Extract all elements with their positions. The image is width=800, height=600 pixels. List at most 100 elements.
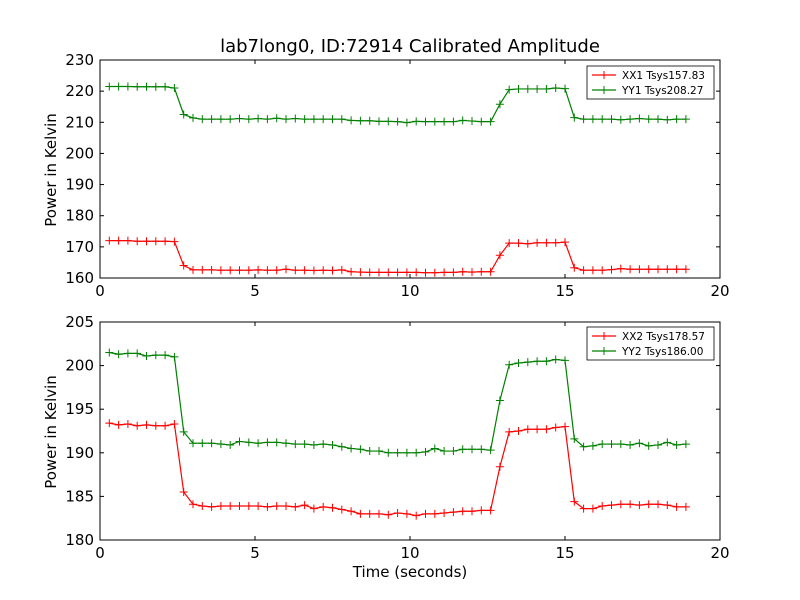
top-chart: lab7long0, ID:72914 Calibrated Amplitude… — [42, 36, 730, 300]
data-point — [440, 447, 449, 456]
data-point — [282, 439, 290, 448]
data-point — [244, 115, 253, 124]
data-point — [365, 447, 374, 456]
data-point — [189, 113, 197, 122]
data-point — [151, 421, 160, 430]
legend-item: XX2 Tsys178.57 — [592, 331, 705, 343]
y-tick-label: 185 — [65, 487, 94, 505]
data-point — [309, 440, 318, 449]
data-point — [626, 115, 635, 124]
data-point — [607, 115, 616, 124]
data-point — [226, 115, 235, 124]
data-point — [505, 360, 514, 369]
data-point — [607, 265, 616, 274]
data-point — [514, 427, 523, 435]
data-point — [198, 115, 207, 124]
x-tick-label: 20 — [710, 282, 729, 300]
series-2 — [105, 82, 690, 127]
data-point — [235, 114, 244, 123]
y-tick-label: 180 — [65, 207, 94, 225]
data-point — [263, 115, 272, 124]
data-point — [300, 266, 309, 275]
data-point — [672, 440, 681, 449]
data-point — [570, 263, 579, 272]
legend-label: YY1 Tsys208.27 — [621, 85, 703, 97]
data-point — [616, 440, 625, 449]
data-point — [393, 508, 402, 517]
data-point — [151, 237, 160, 246]
data-point — [170, 84, 179, 93]
y-tick-label: 220 — [65, 82, 94, 100]
data-point — [254, 114, 263, 123]
data-point — [468, 507, 476, 516]
data-point — [123, 420, 132, 429]
data-point — [672, 115, 681, 124]
data-point — [384, 117, 393, 126]
data-point — [347, 444, 356, 453]
data-point — [189, 439, 197, 448]
data-point — [663, 115, 672, 124]
data-point — [337, 115, 346, 124]
bottom-y-axis-label: Power in Kelvin — [42, 375, 60, 489]
legend-label: YY2 Tsys186.00 — [621, 346, 703, 358]
series-1 — [105, 419, 690, 520]
data-point — [356, 509, 365, 518]
data-point — [663, 438, 672, 447]
data-point — [458, 116, 467, 125]
data-point — [430, 117, 439, 126]
data-point — [105, 82, 114, 91]
data-point — [309, 504, 318, 513]
data-point — [421, 117, 430, 126]
top-y-axis-label: Power in Kelvin — [42, 113, 60, 227]
legend: XX2 Tsys178.57 YY2 Tsys186.00 — [586, 326, 715, 361]
data-point — [588, 504, 597, 513]
data-point — [523, 239, 532, 248]
series-1 — [105, 236, 690, 277]
data-point — [347, 267, 356, 276]
data-point — [495, 462, 504, 471]
data-point — [551, 355, 560, 364]
legend-box — [586, 65, 715, 100]
x-tick-label: 5 — [250, 282, 260, 300]
data-point — [616, 500, 625, 509]
data-point — [523, 84, 532, 93]
data-point — [151, 82, 160, 91]
data-point — [663, 265, 672, 274]
data-point — [105, 236, 114, 245]
data-point — [523, 425, 532, 434]
data-point — [644, 265, 653, 274]
data-point — [272, 266, 281, 275]
y-tick-label: 190 — [65, 444, 94, 462]
data-point — [189, 265, 197, 274]
data-point — [254, 439, 263, 448]
data-point — [365, 268, 374, 277]
data-point — [123, 82, 132, 91]
data-point — [384, 268, 393, 277]
data-point — [533, 84, 542, 93]
data-point — [505, 239, 514, 248]
data-point — [495, 251, 504, 260]
data-point — [179, 261, 188, 270]
data-point — [430, 444, 439, 453]
data-point — [616, 115, 625, 124]
data-point — [282, 265, 290, 274]
data-point — [458, 507, 467, 516]
chart-title: lab7long0, ID:72914 Calibrated Amplitude — [220, 36, 600, 57]
data-point — [133, 237, 142, 246]
data-point — [468, 117, 476, 126]
y-tick-label: 200 — [65, 144, 94, 162]
data-point — [216, 115, 225, 124]
data-point — [226, 440, 235, 449]
data-point — [588, 266, 597, 275]
data-point — [375, 117, 383, 126]
data-point — [663, 501, 672, 510]
legend-item: YY2 Tsys186.00 — [592, 346, 703, 358]
data-point — [681, 502, 690, 511]
data-point — [151, 351, 160, 360]
y-tick-label: 230 — [65, 51, 94, 69]
data-point — [337, 265, 346, 274]
data-point — [328, 440, 337, 449]
data-point — [179, 488, 188, 497]
data-point — [319, 502, 328, 511]
series-2 — [105, 348, 690, 457]
